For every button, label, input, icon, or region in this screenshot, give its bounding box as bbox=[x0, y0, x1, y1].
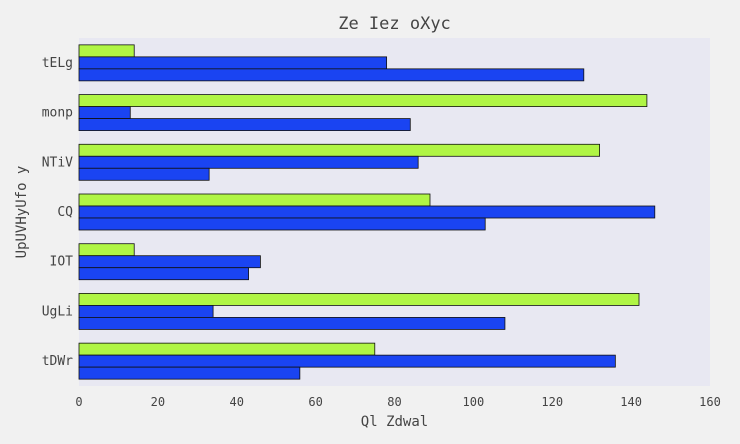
y-tick-label: IOT bbox=[50, 255, 74, 270]
bar-CQ-series-1 bbox=[78, 193, 431, 207]
x-axis-ticks: 0 20 40 60 80 100 120 140 160 bbox=[75, 395, 720, 409]
bar-CQ-series-2 bbox=[78, 205, 656, 219]
y-tick-label: tELg bbox=[42, 56, 73, 71]
bar-NTiV-series-2 bbox=[78, 155, 419, 169]
x-tick-label: 140 bbox=[620, 395, 642, 409]
x-tick-label: 80 bbox=[387, 395, 401, 409]
bar-CQ-series-3 bbox=[78, 217, 486, 231]
x-axis-label: Ql Zdwal bbox=[361, 414, 428, 430]
bar-IOT-series-3 bbox=[78, 267, 249, 281]
bar-tELg-series-2 bbox=[78, 56, 388, 70]
y-tick-label: UgLi bbox=[42, 304, 73, 319]
chart-title: Ze Iez oXyc bbox=[338, 14, 451, 34]
bar-UgLi-series-2 bbox=[78, 305, 214, 318]
y-tick-label: NTiV bbox=[42, 155, 73, 170]
bar-tELg-series-1 bbox=[78, 44, 135, 58]
bar-tDWr-series-2 bbox=[78, 354, 616, 368]
bar-NTiV-series-3 bbox=[78, 167, 210, 181]
x-tick-label: 20 bbox=[151, 395, 165, 409]
bar-tELg-series-3 bbox=[78, 68, 585, 82]
bar-tDWr-series-3 bbox=[78, 366, 301, 380]
bar-monp-series-3 bbox=[78, 118, 411, 131]
bar-IOT-series-2 bbox=[78, 255, 261, 269]
x-tick-label: 0 bbox=[75, 395, 82, 409]
x-tick-label: 40 bbox=[230, 395, 244, 409]
bar-tDWr-series-1 bbox=[78, 342, 376, 356]
y-tick-label: monp bbox=[42, 106, 73, 121]
x-tick-label: 160 bbox=[699, 395, 721, 409]
y-axis-ticks: tELg monp NTiV CQ IOT UgLi tDWr bbox=[42, 56, 73, 369]
x-tick-label: 60 bbox=[308, 395, 322, 409]
bar-UgLi-series-3 bbox=[78, 317, 506, 330]
bar-monp-series-2 bbox=[78, 106, 131, 119]
y-axis-label: UpUVHyUfo y bbox=[14, 166, 30, 259]
y-tick-label: tDWr bbox=[42, 354, 73, 369]
x-tick-label: 100 bbox=[463, 395, 485, 409]
bars bbox=[78, 44, 656, 380]
bar-NTiV-series-1 bbox=[78, 143, 600, 157]
bar-monp-series-1 bbox=[78, 94, 648, 107]
bar-UgLi-series-1 bbox=[78, 293, 640, 306]
x-tick-label: 120 bbox=[541, 395, 563, 409]
bar-IOT-series-1 bbox=[78, 243, 135, 257]
y-tick-label: CQ bbox=[57, 205, 73, 220]
